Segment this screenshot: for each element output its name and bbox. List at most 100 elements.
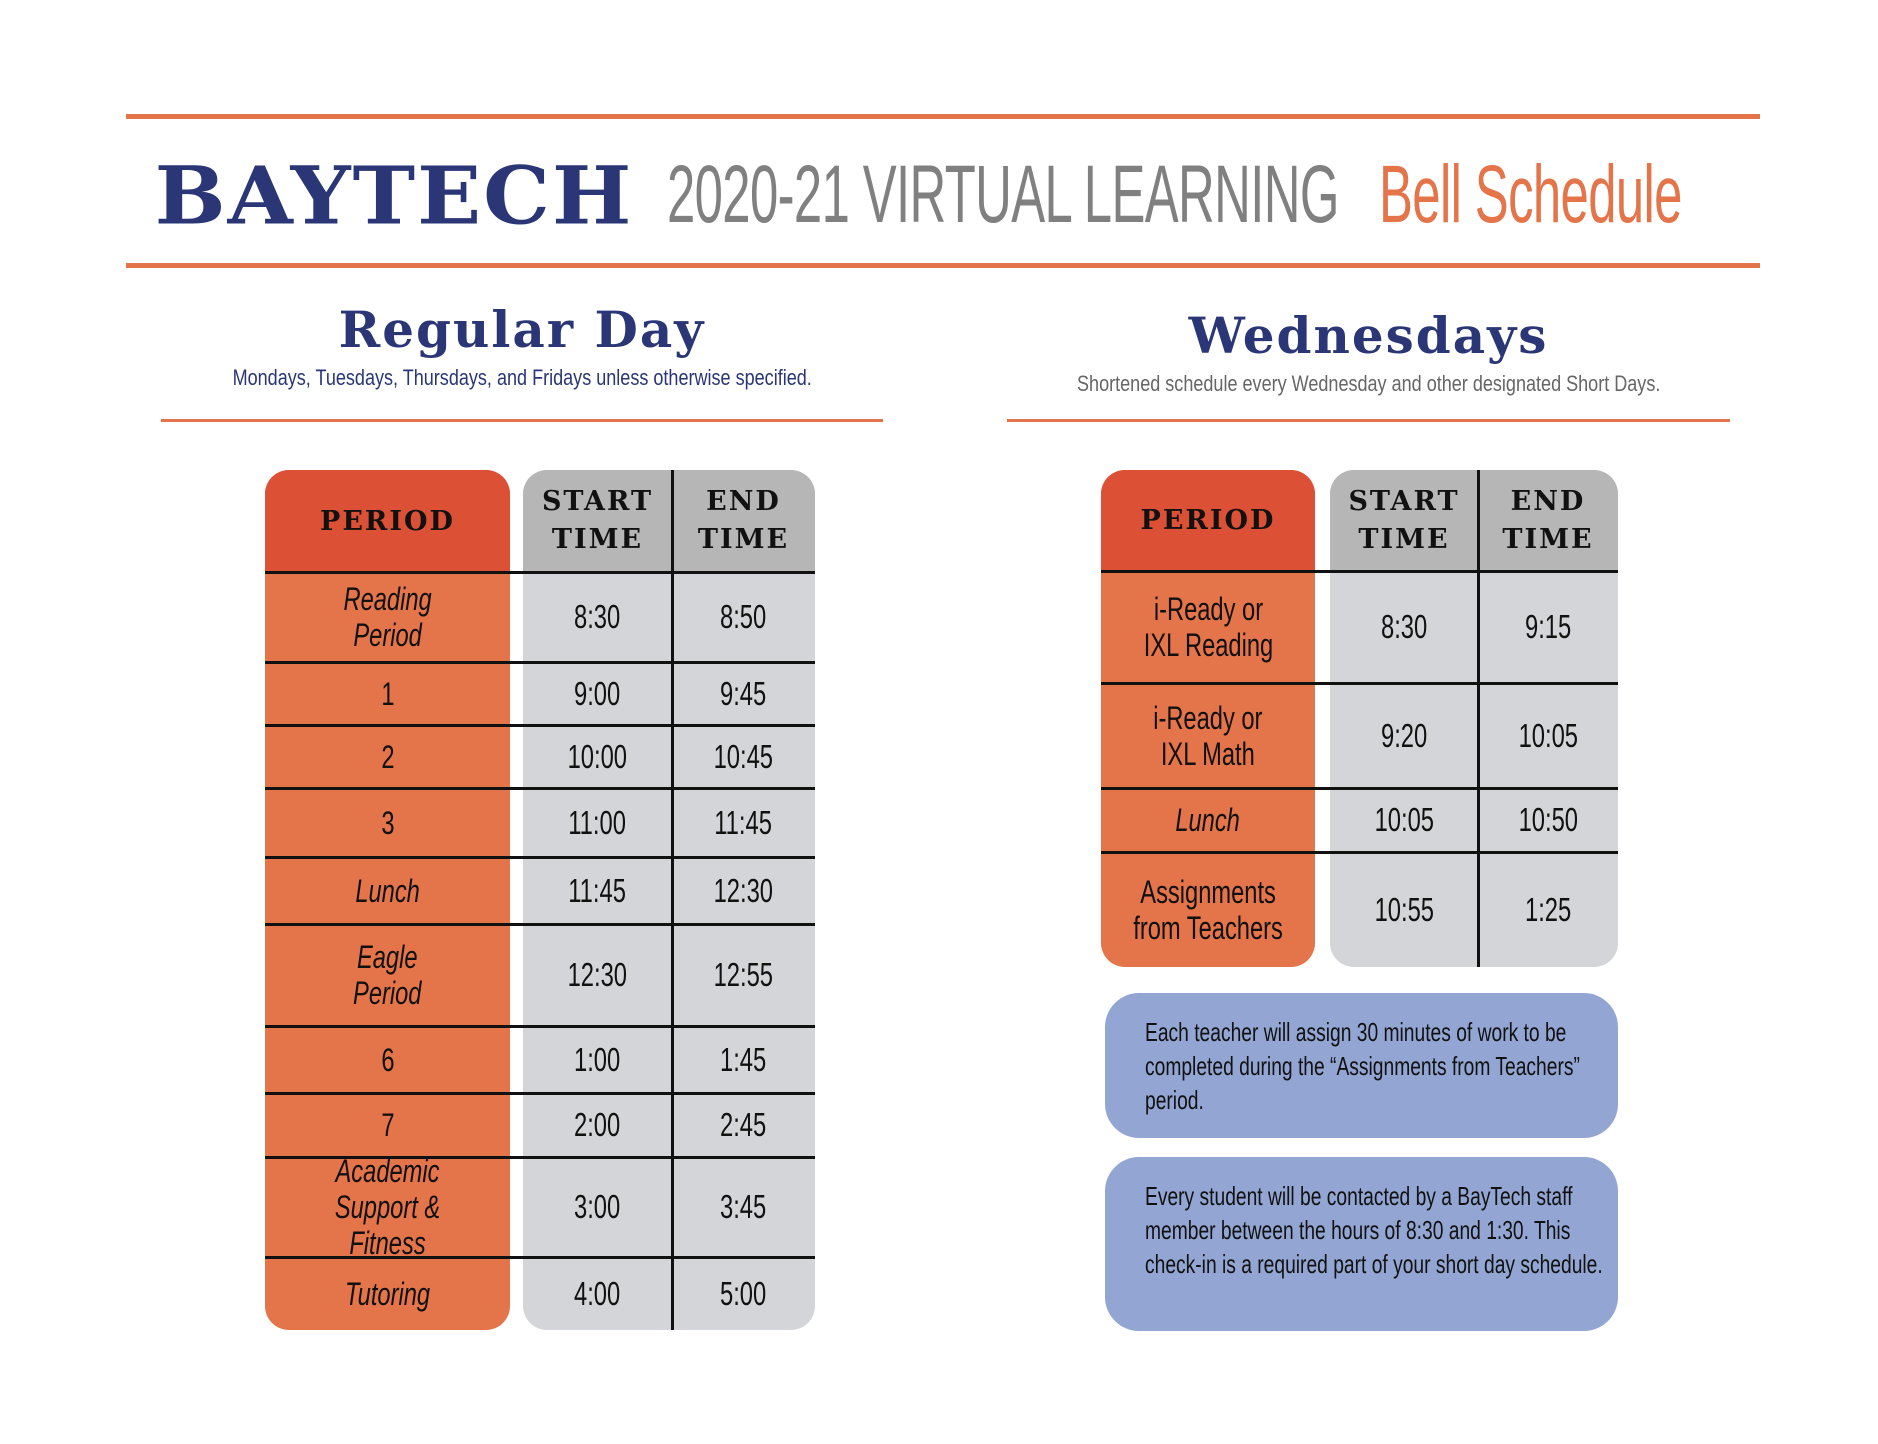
start-time: 11:45 <box>568 871 627 909</box>
header-top-rule <box>126 114 1760 119</box>
start-time-cell: 10:05 <box>1330 788 1478 852</box>
note-assignments-text: Each teacher will assign 30 minutes of w… <box>1145 1017 1580 1115</box>
time-columns: START TIME END TIME <box>1330 470 1618 967</box>
period-cell: Academic Support & Fitness <box>265 1153 510 1261</box>
end-time: 10:45 <box>713 737 774 775</box>
end-time: 12:30 <box>713 871 774 909</box>
start-time: 8:30 <box>1380 608 1428 645</box>
start-time-cell: 8:30 <box>1330 571 1478 683</box>
row-divider <box>265 724 815 727</box>
period-label: Academic Support & Fitness <box>334 1153 441 1261</box>
period-label: Assignments from Teachers <box>1133 873 1283 946</box>
period-label: 6 <box>380 1041 395 1078</box>
period-label: 7 <box>380 1107 395 1143</box>
start-time: 4:00 <box>574 1274 621 1312</box>
period-cell: 7 <box>265 1093 510 1157</box>
row-divider <box>265 1156 815 1159</box>
title-highlight: Bell Schedule <box>1379 149 1683 240</box>
note-assignments: Each teacher will assign 30 minutes of w… <box>1105 993 1618 1138</box>
start-time: 10:00 <box>567 737 628 775</box>
row-divider <box>265 1256 815 1259</box>
end-time: 10:50 <box>1518 801 1578 838</box>
row-divider <box>1101 570 1618 573</box>
start-time: 2:00 <box>574 1106 621 1143</box>
start-time-cell: 8:30 <box>523 572 672 662</box>
start-time-cell: 11:00 <box>523 788 672 857</box>
time-header: START TIME END TIME <box>523 470 815 572</box>
end-time-cell: 1:25 <box>1478 852 1618 967</box>
period-label: 2 <box>380 738 395 775</box>
start-time: 12:30 <box>567 956 628 993</box>
end-time-cell: 9:15 <box>1478 571 1618 683</box>
end-time-cell: 10:50 <box>1478 788 1618 852</box>
page-title: BAYTECH 2020-21 VIRTUAL LEARNING Bell Sc… <box>126 140 1760 250</box>
end-time-header: END TIME <box>697 486 790 555</box>
period-cell: 3 <box>265 788 510 857</box>
wednesday-heading: Wednesdays Shortened schedule every Wedn… <box>1007 306 1730 397</box>
start-time: 11:00 <box>568 803 627 841</box>
end-time-cell: 12:30 <box>672 857 815 924</box>
row-divider <box>265 923 815 926</box>
row-divider <box>265 856 815 859</box>
start-time-header: START TIME <box>541 486 654 555</box>
end-time-cell: 5:00 <box>672 1257 815 1330</box>
end-time: 1:45 <box>720 1040 767 1078</box>
period-label: 3 <box>380 804 395 841</box>
regular-day-rule <box>161 419 883 422</box>
row-divider <box>265 787 815 790</box>
start-time-cell: 3:00 <box>523 1157 672 1257</box>
end-time: 1:25 <box>1524 890 1572 928</box>
period-column: PERIOD <box>1101 470 1315 967</box>
period-column: PERIOD <box>265 470 510 1330</box>
end-time: 11:45 <box>714 803 773 841</box>
wednesday-title: Wednesdays <box>1188 306 1549 365</box>
end-time-cell: 10:45 <box>672 725 815 788</box>
period-label: Reading Period <box>343 581 432 653</box>
end-time: 9:15 <box>1524 608 1572 645</box>
period-cell: 6 <box>265 1026 510 1093</box>
period-label: Lunch <box>1175 802 1241 838</box>
time-columns: START TIME END TIME <box>523 470 815 1330</box>
period-label: i-Ready or IXL Reading <box>1143 591 1273 663</box>
end-time-cell: 8:50 <box>672 572 815 662</box>
start-time: 3:00 <box>574 1188 621 1225</box>
row-divider <box>265 1025 815 1028</box>
start-time-cell: 12:30 <box>523 924 672 1026</box>
end-time-header: END TIME <box>1502 485 1594 555</box>
start-time: 1:00 <box>574 1040 621 1078</box>
period-cell: 2 <box>265 725 510 788</box>
wednesday-rule <box>1007 419 1730 422</box>
end-time: 12:55 <box>713 956 774 993</box>
end-time-cell: 3:45 <box>672 1157 815 1257</box>
title-subtitle: 2020-21 VIRTUAL LEARNING <box>667 149 1340 240</box>
wednesday-description: Shortened schedule every Wednesday and o… <box>1076 371 1661 396</box>
period-cell: i-Ready or IXL Reading <box>1101 571 1315 683</box>
row-divider <box>265 1092 815 1095</box>
start-time-header: START TIME <box>1348 485 1460 555</box>
end-time: 5:00 <box>720 1274 767 1312</box>
end-time-cell: 11:45 <box>672 788 815 857</box>
start-time-cell: 2:00 <box>523 1093 672 1157</box>
start-time-cell: 11:45 <box>523 857 672 924</box>
period-label: i-Ready or IXL Math <box>1153 699 1263 772</box>
row-divider <box>1101 682 1618 685</box>
period-cell: i-Ready or IXL Math <box>1101 683 1315 788</box>
brand-name: BAYTECH <box>154 147 634 243</box>
period-header: PERIOD <box>1101 470 1315 571</box>
start-time-cell: 1:00 <box>523 1026 672 1093</box>
start-time: 9:00 <box>574 674 621 712</box>
end-time: 3:45 <box>720 1188 767 1225</box>
start-time-cell: 10:55 <box>1330 852 1478 967</box>
row-divider <box>1101 851 1618 854</box>
period-cell: 1 <box>265 662 510 725</box>
end-time-cell: 10:05 <box>1478 683 1618 788</box>
period-cell: Assignments from Teachers <box>1101 852 1315 967</box>
end-time-cell: 2:45 <box>672 1093 815 1157</box>
time-header: START TIME END TIME <box>1330 470 1618 571</box>
column-divider <box>671 470 674 1330</box>
period-cell: Reading Period <box>265 572 510 662</box>
period-label: Lunch <box>355 872 420 909</box>
regular-day-description: Mondays, Tuesdays, Thursdays, and Friday… <box>232 365 812 390</box>
start-time: 8:30 <box>574 598 621 635</box>
regular-day-heading: Regular Day Mondays, Tuesdays, Thursdays… <box>161 300 883 391</box>
